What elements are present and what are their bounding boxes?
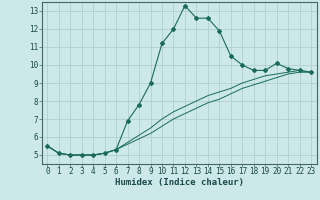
X-axis label: Humidex (Indice chaleur): Humidex (Indice chaleur) [115,178,244,187]
